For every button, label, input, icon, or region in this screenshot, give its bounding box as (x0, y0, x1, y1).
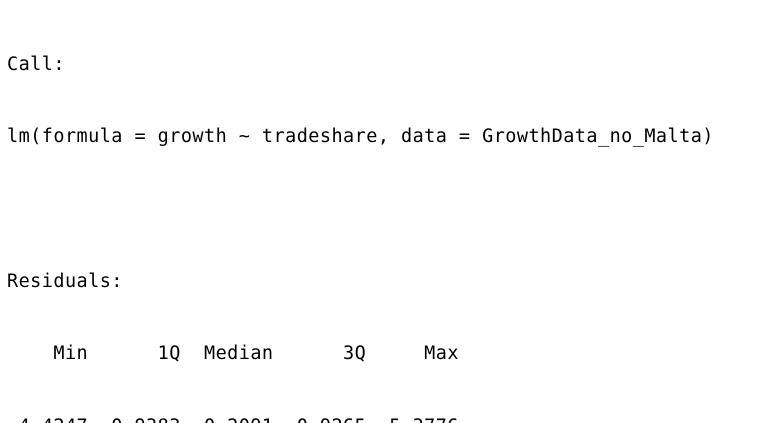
residuals-values: -4.4247 -0.9383 0.2091 0.9265 5.3776 (7, 415, 766, 423)
residuals-header: Residuals: (7, 271, 123, 293)
call-formula: lm(formula = growth ~ tradeshare, data =… (7, 126, 714, 148)
call-header: Call: (7, 54, 65, 76)
residuals-column-labels: Min 1Q Median 3Q Max (7, 343, 471, 365)
blank-line (7, 198, 766, 222)
